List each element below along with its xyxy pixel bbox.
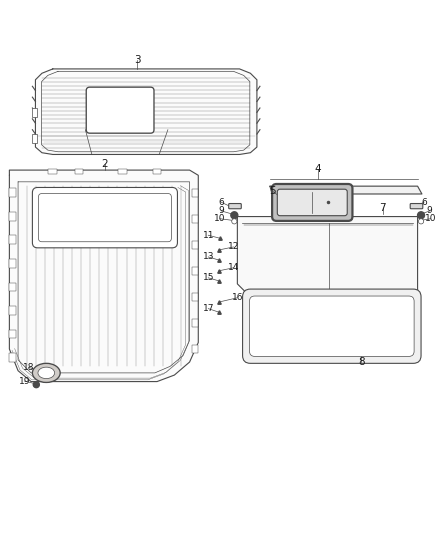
Circle shape [232, 219, 237, 224]
Text: 17: 17 [202, 304, 214, 313]
Bar [32, 134, 37, 143]
Text: 8: 8 [358, 357, 364, 367]
FancyBboxPatch shape [250, 296, 414, 357]
Bar [192, 293, 198, 301]
FancyBboxPatch shape [277, 189, 347, 216]
Polygon shape [35, 69, 257, 155]
Text: 19: 19 [19, 377, 30, 386]
Bar [9, 306, 16, 315]
Bar [9, 282, 16, 292]
FancyBboxPatch shape [272, 184, 353, 221]
Bar [9, 330, 16, 338]
FancyBboxPatch shape [39, 193, 171, 242]
FancyBboxPatch shape [229, 204, 241, 209]
Bar [74, 169, 83, 174]
Circle shape [417, 212, 424, 219]
Bar [49, 169, 57, 174]
Bar [118, 169, 127, 174]
Text: 9: 9 [219, 206, 224, 215]
Text: 14: 14 [228, 263, 239, 272]
Text: 12: 12 [228, 243, 239, 252]
Ellipse shape [32, 364, 60, 383]
Text: 6: 6 [421, 198, 427, 207]
Bar [153, 169, 161, 174]
Ellipse shape [38, 367, 55, 378]
Text: 11: 11 [202, 231, 214, 240]
Text: 10: 10 [425, 214, 436, 223]
Circle shape [418, 219, 424, 224]
Bar [9, 353, 16, 362]
Text: 5: 5 [269, 186, 276, 196]
Text: 2: 2 [102, 159, 108, 169]
Circle shape [33, 382, 39, 387]
Bar [32, 108, 37, 117]
Bar [192, 319, 198, 327]
Text: 4: 4 [314, 164, 321, 174]
Bar [192, 241, 198, 249]
FancyBboxPatch shape [86, 87, 154, 133]
Text: 3: 3 [134, 55, 141, 65]
Polygon shape [237, 216, 417, 297]
Text: 13: 13 [202, 253, 214, 262]
Bar [9, 212, 16, 221]
Text: 7: 7 [379, 203, 386, 213]
Text: 15: 15 [202, 273, 214, 282]
Text: 10: 10 [214, 214, 226, 223]
Polygon shape [9, 170, 198, 382]
Polygon shape [270, 186, 422, 194]
Text: 16: 16 [232, 293, 243, 302]
Bar [192, 215, 198, 223]
Bar [9, 236, 16, 244]
Bar [9, 188, 16, 197]
Bar [192, 267, 198, 274]
FancyBboxPatch shape [32, 188, 177, 248]
Text: 9: 9 [427, 206, 433, 215]
Bar [192, 345, 198, 353]
Circle shape [231, 212, 238, 219]
Text: 6: 6 [219, 198, 224, 207]
FancyBboxPatch shape [410, 204, 423, 209]
Text: 18: 18 [23, 363, 35, 372]
FancyBboxPatch shape [243, 289, 421, 364]
Bar [192, 189, 198, 197]
Bar [9, 259, 16, 268]
